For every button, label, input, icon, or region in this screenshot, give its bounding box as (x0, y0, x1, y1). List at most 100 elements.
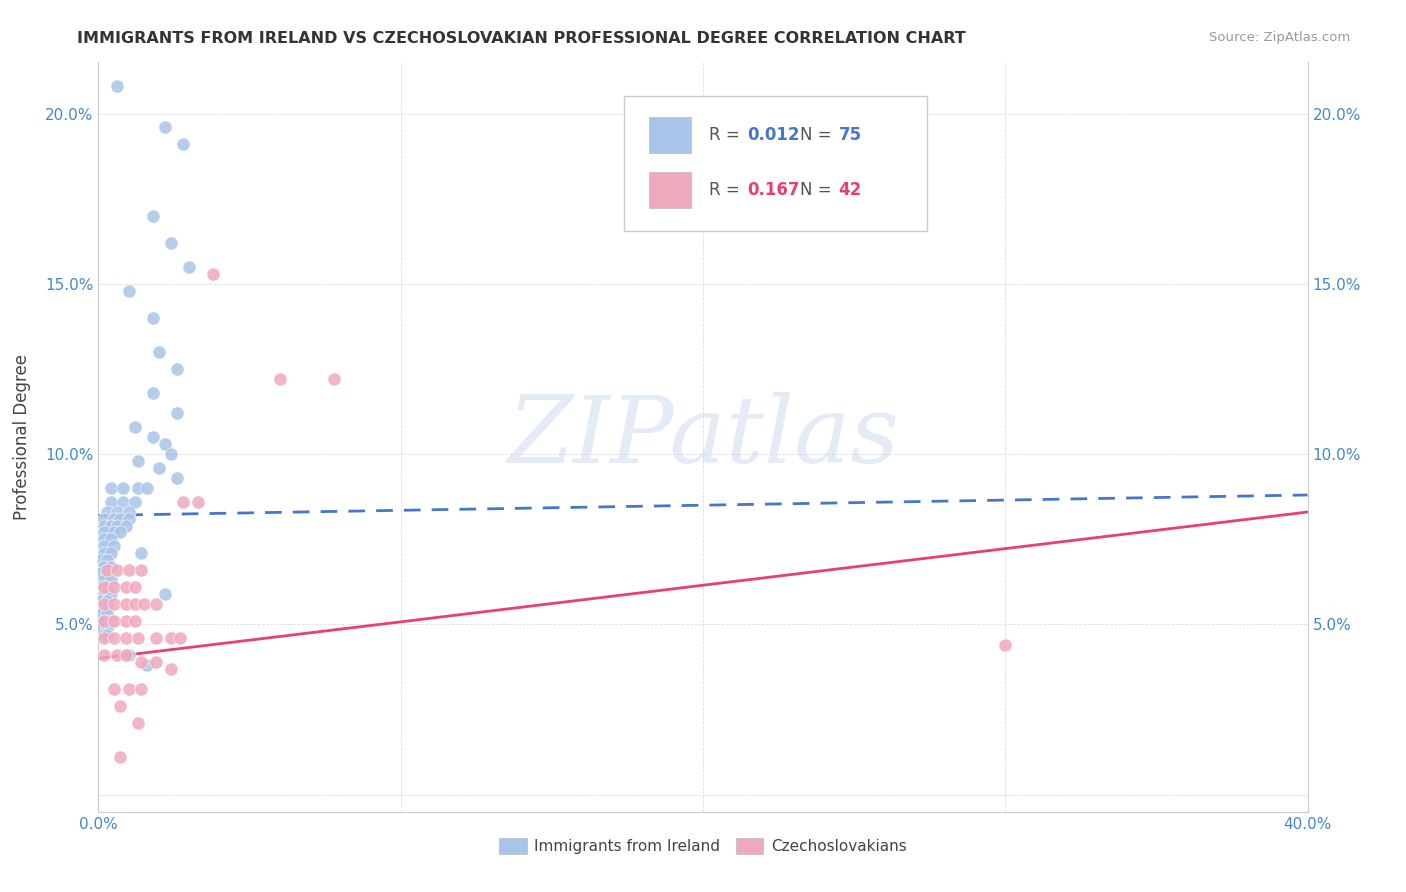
Point (90, 580, 112, 594)
Point (166, 362, 188, 376)
Text: 0.012: 0.012 (748, 127, 800, 145)
Point (118, 648, 141, 662)
Point (166, 471, 188, 485)
Point (187, 495, 209, 509)
Point (160, 631, 183, 645)
Point (96, 600, 118, 615)
Point (96, 505, 118, 519)
Point (100, 546, 122, 560)
Point (127, 631, 149, 645)
Text: N =: N = (800, 127, 837, 145)
Point (96, 593, 118, 607)
Point (93, 631, 115, 645)
Point (111, 495, 134, 509)
Point (90, 593, 112, 607)
Point (129, 546, 152, 560)
Point (166, 406, 188, 420)
Point (148, 345, 170, 359)
Point (96, 607, 118, 622)
Point (145, 631, 167, 645)
Point (93, 546, 115, 560)
Point (93, 512, 115, 526)
Point (153, 437, 176, 451)
Point (111, 481, 134, 495)
Point (93, 539, 115, 553)
Point (96, 580, 118, 594)
Text: IMMIGRANTS FROM IRELAND VS CZECHOSLOVAKIAN PROFESSIONAL DEGREE CORRELATION CHART: IMMIGRANTS FROM IRELAND VS CZECHOSLOVAKI… (77, 31, 966, 46)
Point (93, 573, 115, 587)
Point (145, 655, 167, 669)
Point (93, 525, 115, 540)
Point (96, 621, 118, 635)
Text: 75: 75 (838, 127, 862, 145)
Text: 0.167: 0.167 (748, 181, 800, 199)
Point (103, 614, 125, 628)
Point (108, 525, 131, 540)
Point (93, 597, 115, 611)
Point (93, 559, 115, 574)
Point (269, 372, 291, 386)
Point (142, 310, 165, 325)
Point (103, 512, 125, 526)
Point (90, 552, 112, 566)
Point (118, 512, 141, 526)
Point (135, 481, 157, 495)
Point (160, 447, 183, 461)
Point (103, 525, 125, 540)
Bar (648, 172, 690, 208)
Text: R =: R = (709, 127, 745, 145)
Point (153, 120, 176, 135)
Legend: Immigrants from Ireland, Czechoslovakians: Immigrants from Ireland, Czechoslovakian… (494, 832, 912, 860)
Point (100, 495, 122, 509)
Point (129, 682, 152, 697)
Point (124, 495, 146, 509)
Point (100, 518, 122, 533)
Point (114, 580, 136, 594)
Point (124, 420, 146, 434)
Point (93, 580, 115, 594)
Text: 42: 42 (838, 181, 862, 199)
Point (142, 430, 165, 444)
Text: N =: N = (800, 181, 837, 199)
Y-axis label: Professional Degree: Professional Degree (13, 354, 31, 520)
Point (114, 518, 136, 533)
Point (93, 614, 115, 628)
Point (124, 580, 146, 594)
Text: R =: R = (709, 181, 745, 199)
Point (105, 505, 128, 519)
Point (160, 662, 183, 676)
Point (127, 481, 149, 495)
Point (135, 658, 157, 673)
Point (114, 597, 136, 611)
Point (100, 481, 122, 495)
Point (100, 573, 122, 587)
Point (96, 552, 118, 566)
Point (93, 648, 115, 662)
Point (142, 385, 165, 400)
Point (90, 566, 112, 581)
Point (103, 539, 125, 553)
Point (105, 518, 128, 533)
Point (323, 372, 346, 386)
Point (93, 518, 115, 533)
Point (96, 563, 118, 577)
Point (127, 454, 149, 468)
Point (124, 614, 146, 628)
Point (105, 563, 128, 577)
Point (100, 533, 122, 547)
Point (114, 648, 136, 662)
Point (100, 614, 122, 628)
Point (103, 682, 125, 697)
Point (108, 512, 131, 526)
Point (93, 614, 115, 628)
Point (160, 235, 183, 250)
Point (93, 587, 115, 601)
Text: ZIPatlas: ZIPatlas (508, 392, 898, 482)
Point (148, 460, 170, 475)
Point (93, 627, 115, 641)
Point (90, 621, 112, 635)
Point (105, 648, 128, 662)
Point (93, 600, 115, 615)
Point (145, 597, 167, 611)
Point (114, 614, 136, 628)
